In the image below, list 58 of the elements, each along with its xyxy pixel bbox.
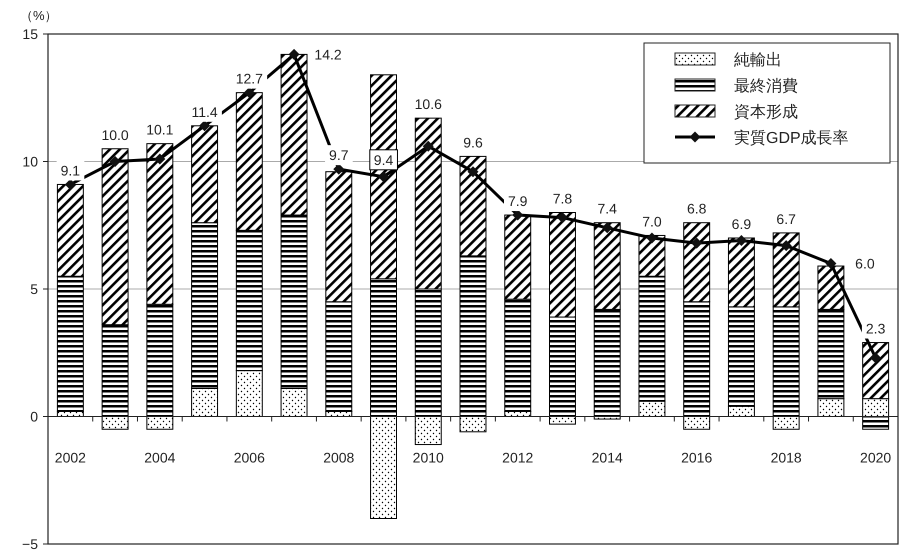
data-label: 11.4 xyxy=(191,104,218,120)
legend-label: 実質GDP成長率 xyxy=(734,129,849,147)
point xyxy=(110,156,121,167)
data-label: 9.1 xyxy=(60,162,80,178)
point xyxy=(199,120,210,132)
y-tick-label: −5 xyxy=(22,536,38,552)
x-tick-label: 2014 xyxy=(592,450,623,466)
data-label: 7.4 xyxy=(597,200,618,217)
data-label: 6.0 xyxy=(855,256,875,272)
x-tick-label: 2020 xyxy=(860,450,892,466)
y-tick-label: 15 xyxy=(22,26,38,42)
point xyxy=(422,140,434,152)
x-tick-label: 2018 xyxy=(770,450,802,466)
point xyxy=(691,238,702,249)
x-tick-label: 2006 xyxy=(234,450,266,466)
x-tick-label: 2002 xyxy=(54,450,86,466)
point xyxy=(468,166,478,178)
x-tick-label: 2004 xyxy=(144,450,176,466)
y-tick-label: 5 xyxy=(30,281,38,297)
data-label: 6.8 xyxy=(686,200,707,217)
data-label: 10.0 xyxy=(101,126,129,143)
point xyxy=(780,240,792,252)
point xyxy=(736,235,747,246)
x-tick-label: 2012 xyxy=(502,450,534,466)
legend-label: 資本形成 xyxy=(734,103,798,121)
point xyxy=(288,48,300,60)
x-tick-label: 2010 xyxy=(412,450,444,466)
point xyxy=(333,164,344,175)
y-tick-label: 10 xyxy=(22,154,38,170)
data-label: 10.6 xyxy=(414,96,442,112)
legend-label: 純輸出 xyxy=(734,51,782,69)
y-tick-label: 0 xyxy=(30,408,38,424)
data-label: 9.6 xyxy=(463,134,483,150)
data-label: 9.7 xyxy=(329,147,349,164)
point xyxy=(244,87,255,98)
point xyxy=(556,212,568,224)
x-tick-label: 2008 xyxy=(323,450,355,466)
point xyxy=(378,171,390,182)
data-label: 2.3 xyxy=(866,320,886,337)
point xyxy=(154,153,166,164)
point xyxy=(512,210,524,221)
point xyxy=(870,352,882,364)
x-tick-label: 2016 xyxy=(681,450,712,466)
point xyxy=(64,178,76,190)
data-label: 6.7 xyxy=(776,210,796,227)
data-label: 6.9 xyxy=(732,216,752,232)
data-label: 9.4 xyxy=(374,152,394,168)
legend-label: 最終消費 xyxy=(734,77,798,95)
y-axis-title: （%） xyxy=(20,8,58,23)
data-label: 7.9 xyxy=(508,193,528,210)
data-label: 10.1 xyxy=(146,122,174,138)
data-label: 7.0 xyxy=(642,213,662,230)
data-label: 14.2 xyxy=(314,46,342,62)
data-label: 12.7 xyxy=(236,70,264,87)
point xyxy=(646,232,658,244)
data-label: 7.8 xyxy=(552,190,572,206)
point xyxy=(602,222,613,234)
point xyxy=(825,258,836,269)
